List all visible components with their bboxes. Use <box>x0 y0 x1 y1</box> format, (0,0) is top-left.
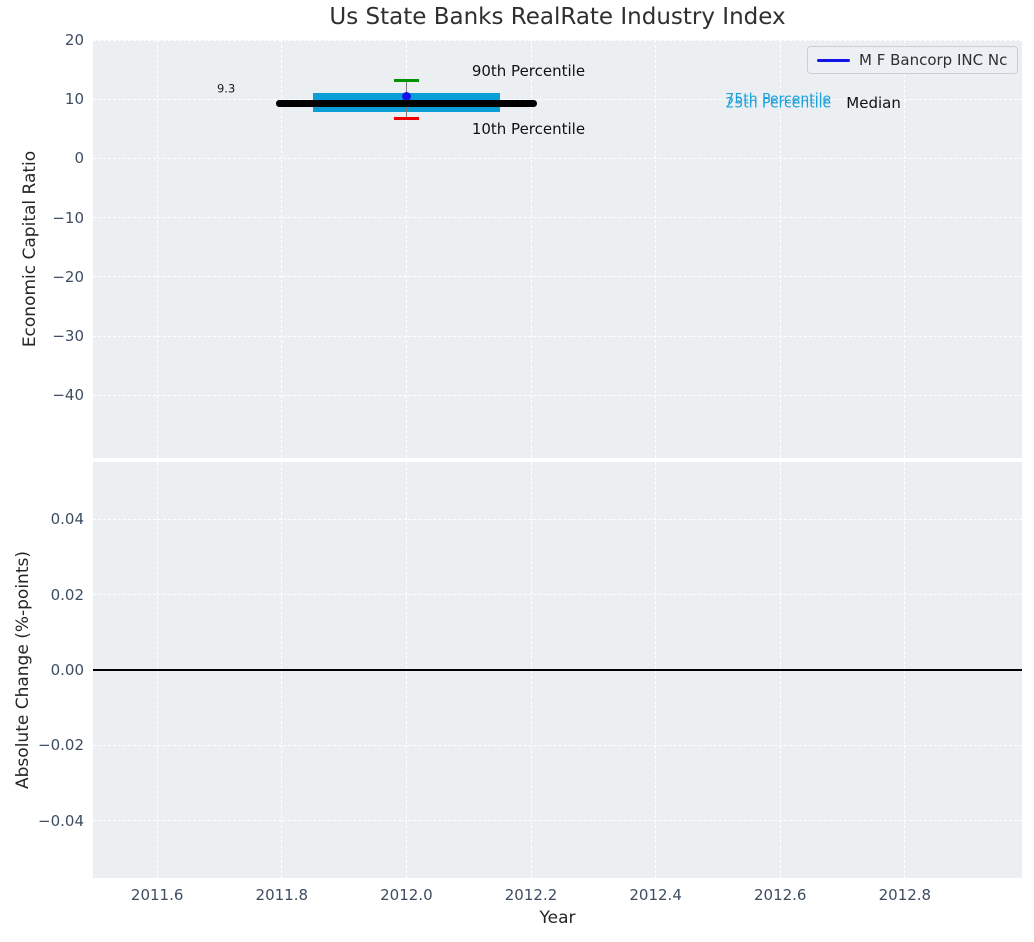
gridline <box>93 518 1022 520</box>
y-tick-label: 0.04 <box>50 510 84 529</box>
chart-title: Us State Banks RealRate Industry Index <box>329 4 786 30</box>
gridline <box>530 40 532 458</box>
p90-label: 90th Percentile <box>471 61 586 80</box>
y-tick-label: −0.02 <box>38 736 84 755</box>
legend-label: M F Bancorp INC Nc <box>859 51 1008 69</box>
gridline <box>93 98 1022 100</box>
gridline <box>93 594 1022 596</box>
gridline <box>405 40 407 458</box>
x-tick-label: 2012.8 <box>878 886 932 904</box>
p25-label: 25th Percentile <box>725 95 832 112</box>
y-tick-label: 0 <box>74 149 84 168</box>
gridline <box>156 40 158 458</box>
y-tick-label: 0.02 <box>50 585 84 604</box>
gridline <box>904 40 906 458</box>
y-tick-label: −10 <box>52 208 84 227</box>
gridline <box>93 394 1022 396</box>
p90-cap <box>393 78 419 82</box>
gridline <box>281 40 283 458</box>
legend: M F Bancorp INC Nc <box>807 46 1019 74</box>
p10-label: 10th Percentile <box>471 119 586 138</box>
gridline <box>655 40 657 458</box>
gridline <box>93 744 1022 746</box>
legend-line-swatch <box>817 58 850 62</box>
gridline <box>93 820 1022 822</box>
median-line <box>275 100 538 107</box>
p10-cap <box>393 117 419 121</box>
y-tick-label: 0.00 <box>50 661 84 679</box>
x-tick-label: 2012.4 <box>629 886 682 904</box>
gridline <box>93 157 1022 159</box>
median-value-label: 9.3 <box>216 81 236 96</box>
gridline <box>93 40 1022 41</box>
y-tick-label: 10 <box>64 90 84 109</box>
x-tick-label: 2011.8 <box>255 886 309 904</box>
y-tick-label: 20 <box>64 31 84 49</box>
x-tick-label: 2012.6 <box>753 886 807 904</box>
y-axis-label-top: Economic Capital Ratio <box>20 150 40 348</box>
y-tick-label: −20 <box>52 267 84 286</box>
y-tick-label: −40 <box>52 386 84 405</box>
median-label: Median <box>846 93 901 112</box>
company-data-point <box>401 91 411 101</box>
y-tick-label: −30 <box>52 327 84 346</box>
p75-label: 75th Percentile <box>725 91 832 108</box>
gridline <box>93 335 1022 337</box>
zero-line <box>93 669 1022 671</box>
y-tick-label: −0.04 <box>38 811 84 830</box>
gridline <box>779 40 781 458</box>
top-plot-area: 9.3 90th Percentile 10th Percentile 75th Pe… <box>93 40 1022 458</box>
gridline <box>93 276 1022 278</box>
bottom-plot-area <box>93 462 1022 878</box>
gridline <box>93 217 1022 219</box>
x-axis-label: Year <box>539 908 576 928</box>
x-tick-label: 2011.6 <box>130 886 184 904</box>
x-tick-label: 2012.2 <box>504 886 558 904</box>
x-tick-label: 2012.0 <box>380 886 433 904</box>
